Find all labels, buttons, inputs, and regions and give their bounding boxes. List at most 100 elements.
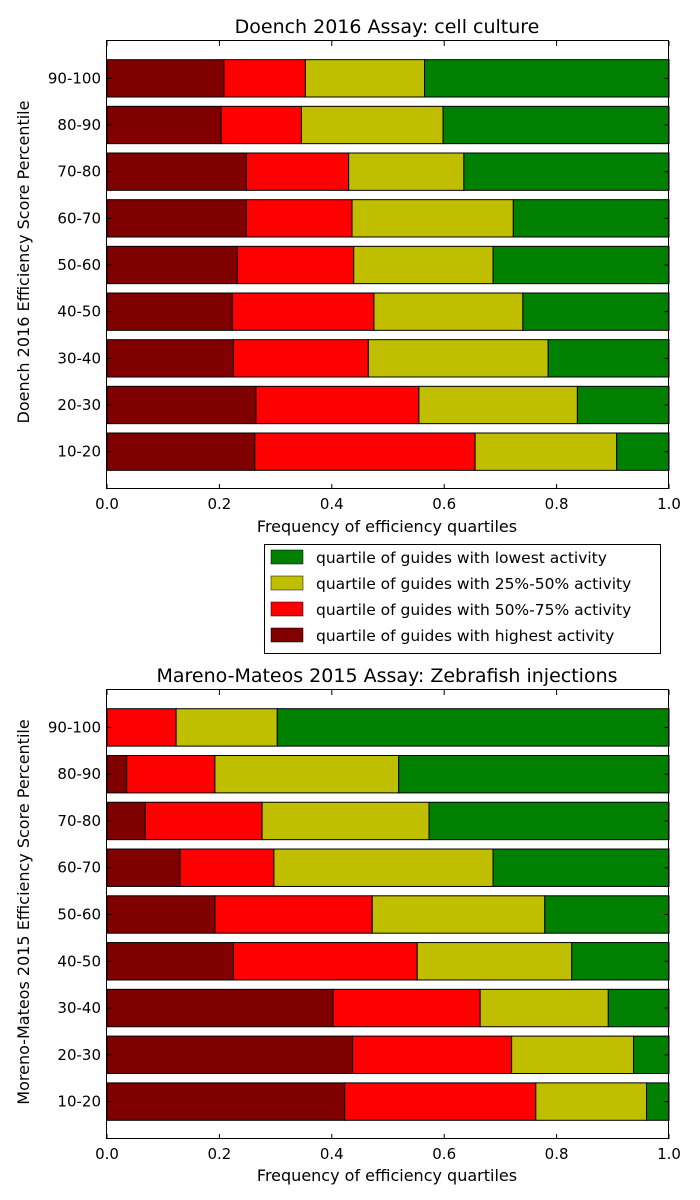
chart-2-bar-60-70-q50_75 (179, 848, 275, 887)
chart-1-bar-20-30-q25_50 (418, 385, 578, 425)
chart-1-bar-70-80-lowest (463, 152, 670, 191)
chart-2-bar-40-50-lowest (571, 942, 670, 981)
chart-1-x-tick-label: 0.0 (95, 495, 119, 513)
chart-2-bar-60-70-highest (106, 848, 181, 887)
chart-2-bar-80-90-q50_75 (126, 754, 216, 794)
chart-2-bar-70-80-q25_50 (261, 801, 430, 841)
chart-1-bar-60-70-highest (106, 199, 247, 238)
chart-2-bar-40-50-q50_75 (232, 942, 418, 981)
chart-2-y-tick-label: 90-100 (48, 718, 101, 736)
chart-2-bar-50-60-highest (106, 895, 216, 934)
chart-1-bar-80-90-lowest (442, 105, 670, 145)
legend-label-q50-75: quartile of guides with 50%-75% activity (316, 601, 631, 619)
chart-1-y-tick-label: 70-80 (57, 163, 101, 181)
chart-2-x-tick-label: 0.2 (207, 1145, 231, 1163)
chart-2-bar-90-100-q25_50 (175, 708, 278, 747)
chart-1-bar-60-70-q50_75 (245, 199, 353, 238)
chart-2-y-tick-label: 80-90 (57, 765, 101, 783)
chart-1-y-axis-label: Doench 2016 Efficiency Score Percentile (14, 101, 33, 424)
chart-1-bar-40-50-highest (106, 292, 233, 331)
legend-item-lowest: quartile of guides with lowest activity (270, 549, 607, 567)
chart-2-x-tick-label: 0.0 (95, 1145, 119, 1163)
chart-1-bar-20-30-lowest (576, 385, 670, 425)
legend-item-q50-75: quartile of guides with 50%-75% activity (270, 601, 631, 619)
chart-2-bar-40-50-q25_50 (416, 942, 573, 981)
chart-2-bar-20-30-q50_75 (352, 1035, 513, 1075)
chart-1-bar-50-60-q25_50 (353, 245, 494, 285)
chart-1-bar-90-100-q25_50 (304, 59, 426, 98)
chart-2-y-tick-label: 40-50 (57, 952, 101, 970)
chart-1-bar-70-80-q50_75 (245, 152, 350, 191)
chart-1-x-axis-label: Frequency of efficiency quartiles (257, 517, 517, 536)
chart-1-x-tick-label: 0.2 (207, 495, 231, 513)
chart-2-bar-10-20-q50_75 (344, 1082, 537, 1121)
chart-2-bar-50-60-lowest (544, 895, 670, 934)
chart-2-x-tick-label: 0.6 (432, 1145, 456, 1163)
chart-1-bar-90-100-q50_75 (223, 59, 306, 98)
chart-2-bar-40-50-highest (106, 942, 234, 981)
chart-2-bars (106, 708, 670, 1121)
chart-1-bar-70-80-q25_50 (348, 152, 465, 191)
chart-1-bar-30-40-lowest (547, 339, 670, 378)
chart-2-bar-10-20-highest (106, 1082, 346, 1121)
chart-2-x-tick-label: 0.8 (545, 1145, 569, 1163)
chart-1-bar-50-60-q50_75 (236, 245, 355, 285)
chart-1-bar-90-100-lowest (424, 59, 670, 98)
chart-2-bar-30-40-q25_50 (479, 988, 609, 1028)
chart-2-y-axis-label: Moreno-Mateos 2015 Efficiency Score Perc… (14, 719, 33, 1104)
chart-1-y-tick-label: 40-50 (57, 303, 101, 321)
chart-2-bar-60-70-q25_50 (273, 848, 494, 887)
chart-1-title: Doench 2016 Assay: cell culture (235, 16, 540, 38)
chart-2-x-tick-label: 0.4 (320, 1145, 344, 1163)
legend-swatch-lowest (270, 549, 304, 565)
chart-2-y-tick-label: 10-20 (57, 1093, 101, 1111)
chart-1-bar-70-80-highest (106, 152, 247, 191)
chart-2-y-tick-label: 30-40 (57, 999, 101, 1017)
chart-1-bar-40-50-q50_75 (231, 292, 375, 331)
chart-2-bar-10-20-q25_50 (535, 1082, 648, 1121)
chart-1-bar-10-20-lowest (616, 432, 670, 471)
chart-2-bar-60-70-lowest (492, 848, 670, 887)
chart-1-x-tick-label: 0.8 (545, 495, 569, 513)
chart-1-y-ticks: 10-20 20-30 30-40 40-50 50-60 60-70 70-80 80-90… (48, 69, 669, 461)
legend-item-highest: quartile of guides with highest activity (270, 627, 614, 645)
chart-1-bar-20-30-q50_75 (255, 385, 420, 425)
legend-swatch-q50-75 (270, 601, 304, 617)
legend-label-highest: quartile of guides with highest activity (316, 627, 614, 645)
chart-2-title: Mareno-Mateos 2015 Assay: Zebrafish inje… (156, 665, 617, 687)
chart-2-y-tick-label: 50-60 (57, 906, 101, 924)
legend-swatch-q25-50 (270, 575, 304, 591)
chart-1-bar-40-50-lowest (522, 292, 670, 331)
chart-1-bar-30-40-highest (106, 339, 234, 378)
legend-label-lowest: quartile of guides with lowest activity (316, 549, 607, 567)
chart-2-bar-30-40-lowest (607, 988, 670, 1028)
chart-1-bar-50-60-highest (106, 245, 238, 285)
chart-1-bar-80-90-q25_50 (300, 105, 444, 145)
chart-1-y-tick-label: 20-30 (57, 396, 101, 414)
chart-1-bar-80-90-highest (106, 105, 222, 145)
chart-2-x-tick-label: 1.0 (657, 1145, 681, 1163)
chart-2-y-ticks: 10-20 20-30 30-40 40-50 50-60 60-70 70-80 80-90… (48, 718, 669, 1111)
chart-2-bar-30-40-highest (106, 988, 334, 1028)
chart-1-x-ticks: 0.0 0.2 0.4 0.6 0.8 1.0 (95, 41, 681, 513)
chart-2-bar-20-30-lowest (633, 1035, 670, 1075)
chart-1-bar-10-20-highest (106, 432, 256, 471)
chart-2-bar-20-30-q25_50 (511, 1035, 635, 1075)
chart-1-x-tick-label: 0.4 (320, 495, 344, 513)
chart-1-y-tick-label: 80-90 (57, 116, 101, 134)
chart-1-bar-60-70-q25_50 (351, 199, 514, 238)
chart-2-plot-frame (106, 689, 669, 1139)
chart-1-bar-10-20-q25_50 (474, 432, 618, 471)
chart-2-bar-50-60-q50_75 (214, 895, 373, 934)
chart-1-bar-10-20-q50_75 (254, 432, 476, 471)
chart-1: Doench 2016 Assay: cell culture Frequenc… (14, 16, 681, 536)
chart-2-bar-90-100-lowest (276, 708, 670, 747)
chart-2: Mareno-Mateos 2015 Assay: Zebrafish inje… (14, 665, 681, 1185)
chart-1-bars (106, 59, 670, 471)
legend-item-q25-50: quartile of guides with 25%-50% activity (270, 575, 631, 593)
chart-2-bar-80-90-lowest (398, 754, 670, 794)
chart-2-bar-30-40-q50_75 (332, 988, 481, 1028)
chart-1-bar-20-30-highest (106, 385, 257, 425)
legend-swatch-highest (270, 627, 304, 643)
